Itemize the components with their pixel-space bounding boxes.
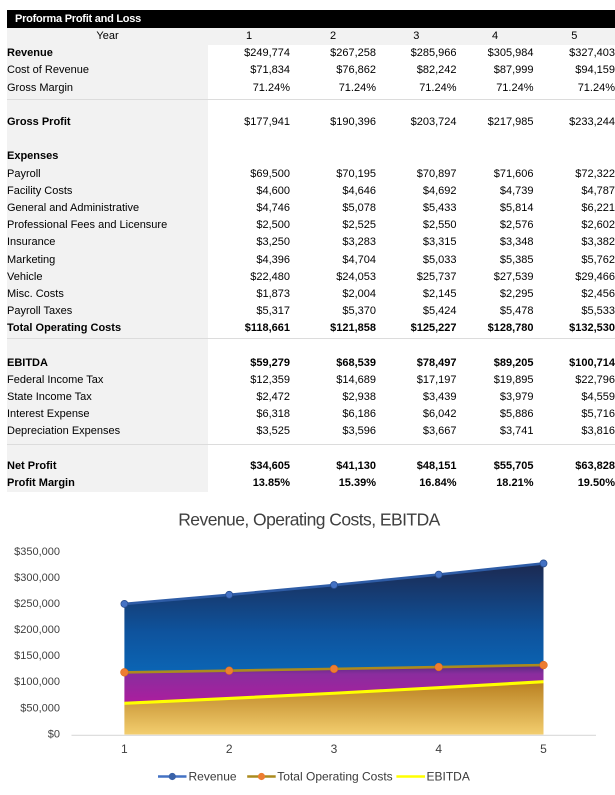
svg-text:$0: $0 — [48, 728, 60, 740]
svg-text:$50,000: $50,000 — [20, 702, 60, 714]
svg-text:EBITDA: EBITDA — [427, 769, 470, 783]
svg-text:$150,000: $150,000 — [14, 650, 60, 662]
svg-text:3: 3 — [331, 742, 338, 756]
svg-text:Revenue, Operating Costs, EBIT: Revenue, Operating Costs, EBITDA — [178, 510, 440, 530]
svg-text:$200,000: $200,000 — [14, 624, 60, 636]
svg-text:5: 5 — [540, 742, 547, 756]
svg-text:$100,000: $100,000 — [14, 676, 60, 688]
svg-text:$350,000: $350,000 — [14, 546, 60, 558]
svg-text:2: 2 — [226, 742, 233, 756]
svg-text:1: 1 — [121, 742, 128, 756]
svg-text:Total Operating Costs: Total Operating Costs — [277, 769, 392, 783]
svg-text:$300,000: $300,000 — [14, 572, 60, 584]
svg-text:4: 4 — [435, 742, 442, 756]
svg-text:$250,000: $250,000 — [14, 598, 60, 610]
svg-text:Revenue: Revenue — [189, 769, 237, 783]
